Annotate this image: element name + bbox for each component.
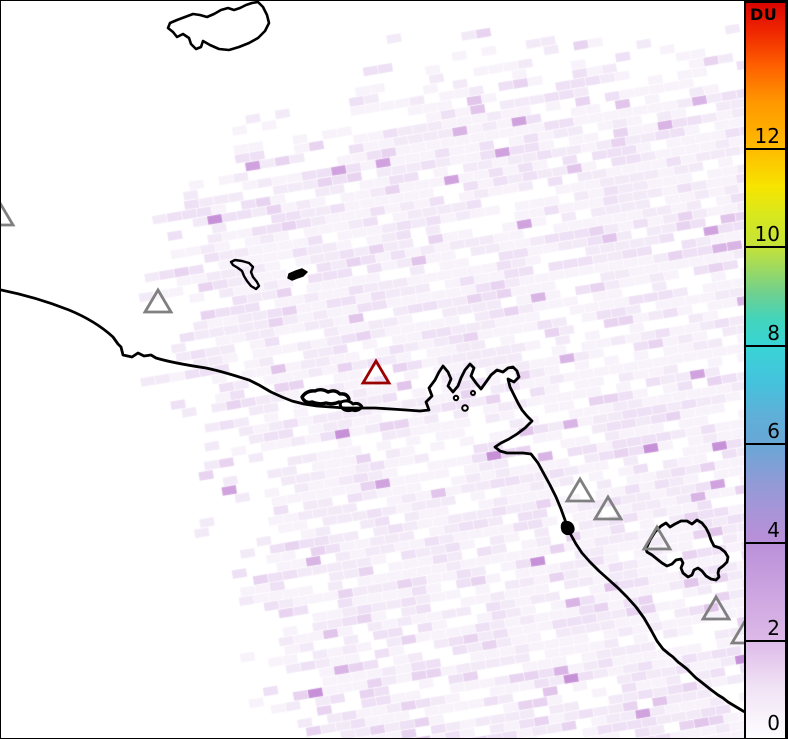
lagoon-islands-west — [300, 388, 351, 406]
colorbar-tick-label: 6 — [767, 419, 780, 444]
volcano-marker — [641, 524, 673, 551]
colorbar: DU 12 10 8 6 4 2 0 — [744, 1, 787, 738]
colorbar-tick-line — [746, 246, 785, 249]
mainland-coastline — [1, 288, 763, 722]
colorbar-tick-line — [746, 443, 785, 446]
inland-lake-east-outline — [287, 268, 308, 281]
volcano-marker — [1, 201, 16, 227]
colorbar-tick-line — [746, 541, 785, 544]
gulf-islet — [452, 394, 460, 402]
inland-lake-west-outline — [229, 258, 261, 291]
gulf-islet — [461, 404, 469, 412]
colorbar-tick-label: 10 — [754, 222, 780, 247]
volcano-marker — [592, 494, 624, 521]
colorbar-tick-line — [746, 344, 785, 347]
colorbar-tick-label: 0 — [767, 711, 780, 735]
erupting-volcano-marker — [360, 358, 392, 385]
island-north-coastline — [166, 1, 271, 52]
coastal-knot-estuary — [560, 520, 575, 536]
colorbar-tick-label: 8 — [767, 320, 780, 345]
volcano-marker — [564, 476, 596, 503]
colorbar-tick-label: 12 — [754, 123, 780, 148]
colorbar-tick-line — [746, 640, 785, 643]
colorbar-tick-label: 4 — [767, 517, 780, 542]
volcano-marker — [142, 287, 174, 314]
colorbar-tick-label: 2 — [767, 616, 780, 641]
colorbar-tick-line — [746, 147, 785, 150]
colorbar-unit-label: DU — [750, 5, 778, 24]
lake-managua-outline — [644, 518, 730, 582]
volcano-marker — [700, 594, 732, 621]
gulf-islet — [470, 390, 476, 396]
so2-swath-layer — [1, 1, 747, 738]
